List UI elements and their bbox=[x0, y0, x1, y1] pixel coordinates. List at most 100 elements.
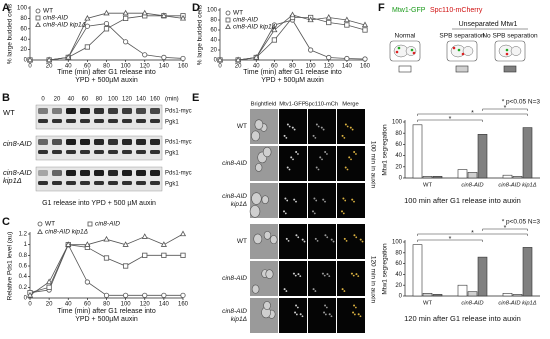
x-axis-label: Time (min) after G1 release into bbox=[57, 69, 156, 76]
y-tick-label: 100 bbox=[392, 240, 403, 246]
spot bbox=[505, 52, 509, 56]
bar bbox=[422, 292, 433, 297]
spot bbox=[294, 311, 297, 314]
x-axis-label: YPD + 500µM auxin bbox=[75, 316, 138, 323]
data-point bbox=[141, 233, 148, 239]
bar bbox=[432, 176, 443, 179]
data-point bbox=[142, 292, 148, 298]
spot bbox=[353, 200, 355, 203]
data-point bbox=[344, 22, 350, 28]
significance-bracket bbox=[482, 228, 528, 231]
spot bbox=[286, 199, 289, 202]
spot bbox=[283, 210, 286, 213]
column-label: Mtv1-GFP bbox=[279, 102, 306, 108]
data-point bbox=[26, 56, 34, 63]
spot bbox=[359, 238, 362, 241]
spot bbox=[292, 158, 294, 161]
y-tick-label: 40 bbox=[395, 153, 402, 159]
strain-label: cin8-AID bbox=[3, 139, 32, 148]
x-tick-label: 20 bbox=[46, 64, 53, 70]
row-label: kip1Δ bbox=[231, 201, 247, 208]
spot bbox=[296, 306, 299, 309]
spot bbox=[341, 134, 344, 137]
y-tick-label: 60 bbox=[395, 261, 402, 267]
bar bbox=[477, 256, 488, 297]
bar bbox=[422, 176, 433, 179]
data-point bbox=[103, 292, 110, 298]
cell bbox=[251, 284, 260, 294]
data-point bbox=[179, 230, 187, 237]
x-tick-label: 80 bbox=[289, 64, 296, 70]
band bbox=[122, 119, 132, 123]
spot bbox=[343, 237, 346, 240]
y-tick-label: 100 bbox=[17, 6, 28, 12]
band-label: Pds1-myc bbox=[165, 140, 192, 146]
legend-marker bbox=[225, 17, 231, 23]
legend-marker bbox=[225, 10, 231, 16]
micrograph bbox=[279, 109, 307, 144]
band bbox=[94, 119, 104, 123]
spot bbox=[341, 288, 344, 291]
data-point bbox=[84, 241, 91, 247]
spot bbox=[323, 274, 326, 277]
band bbox=[66, 119, 76, 123]
spot bbox=[326, 236, 329, 239]
legend-label: cin8-AID kip1Δ bbox=[43, 22, 86, 29]
spot bbox=[359, 315, 362, 318]
data-point bbox=[161, 54, 167, 61]
band bbox=[136, 170, 146, 176]
data-point bbox=[65, 53, 72, 60]
x-axis-label: Time (min) after G1 release into bbox=[57, 308, 156, 315]
lane-label: 140 bbox=[136, 97, 147, 103]
cell bbox=[262, 146, 272, 158]
spot bbox=[355, 153, 357, 155]
spot bbox=[346, 125, 349, 128]
y-tick-label: 1 bbox=[24, 242, 28, 248]
band bbox=[150, 108, 160, 114]
cell bbox=[251, 192, 262, 205]
cell bbox=[263, 230, 272, 240]
legend-marker bbox=[37, 221, 43, 227]
spot bbox=[344, 166, 347, 169]
band bbox=[122, 150, 132, 154]
x-tick-label: 0 bbox=[28, 64, 32, 70]
data-point bbox=[362, 27, 368, 33]
significance-mark: * bbox=[449, 236, 452, 243]
y-axis-label: % large budded cells bbox=[7, 3, 14, 64]
annotation: * p<0.05 N=3 bbox=[502, 99, 541, 106]
cell bbox=[265, 269, 274, 279]
cell bbox=[254, 119, 264, 130]
spot bbox=[285, 237, 288, 240]
spot bbox=[353, 234, 356, 237]
spot bbox=[312, 210, 315, 213]
spot bbox=[328, 313, 331, 316]
y-axis-label: Mtw1 segregation bbox=[382, 243, 389, 295]
micrograph bbox=[308, 261, 336, 296]
significance-bracket bbox=[417, 233, 528, 236]
data-point bbox=[160, 241, 167, 247]
spot bbox=[324, 304, 327, 307]
lane-label: 100 bbox=[108, 97, 119, 103]
spot bbox=[410, 48, 414, 52]
spot bbox=[317, 168, 320, 171]
y-tick-label: 20 bbox=[395, 164, 402, 170]
spot bbox=[297, 236, 300, 239]
x-axis-label: Time (min) after G1 release into bbox=[243, 69, 342, 76]
spot bbox=[285, 290, 288, 292]
bar bbox=[412, 124, 423, 179]
micrograph bbox=[279, 261, 307, 296]
micrograph bbox=[279, 224, 307, 259]
data-point bbox=[343, 16, 350, 23]
spot bbox=[344, 199, 347, 202]
panel-label: F bbox=[378, 2, 385, 14]
band bbox=[80, 139, 90, 145]
spot bbox=[461, 52, 465, 56]
significance-mark: * bbox=[471, 230, 474, 237]
band bbox=[136, 119, 146, 123]
y-tick-label: 0 bbox=[214, 58, 218, 64]
y-tick-label: 20 bbox=[20, 47, 27, 53]
y-tick-label: 1.2 bbox=[19, 232, 28, 238]
x-tick-label: 100 bbox=[121, 64, 132, 70]
x-axis-label: YPD + 500µM auxin bbox=[75, 77, 138, 84]
data-point bbox=[122, 9, 129, 16]
